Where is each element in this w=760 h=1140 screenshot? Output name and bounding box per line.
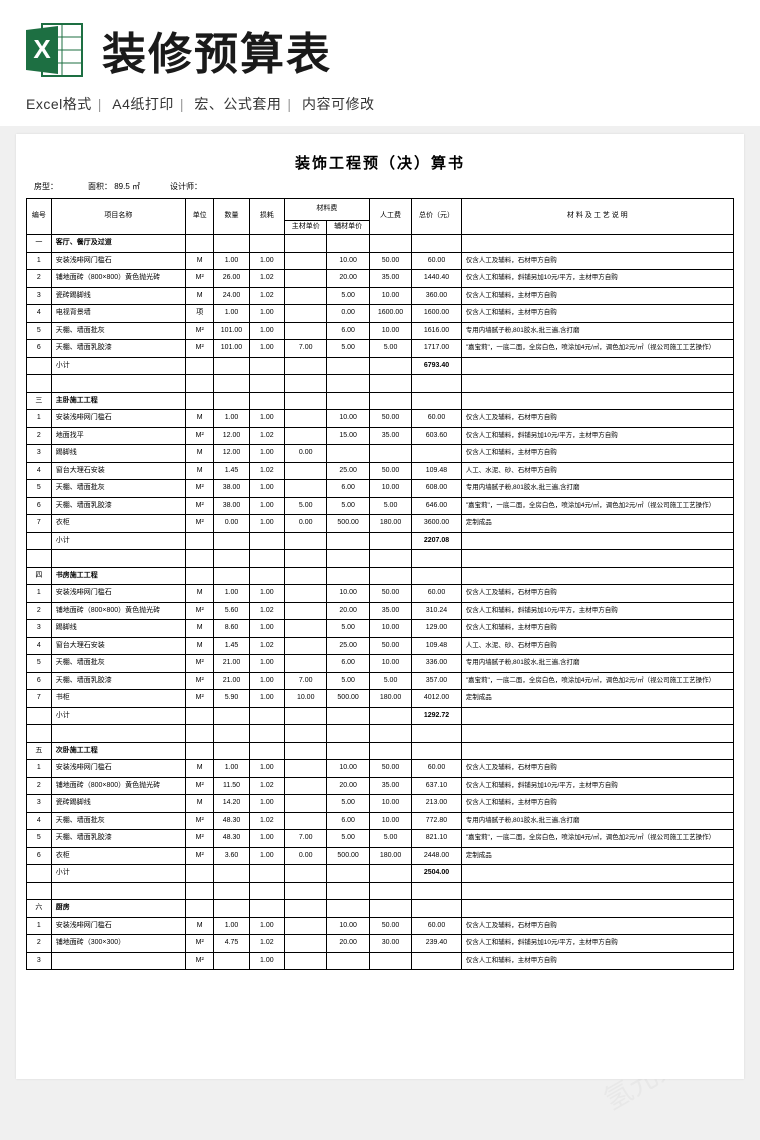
table-row: 4窗台大理石安装M1.451.0225.0050.00109.48人工、水泥、砂…	[27, 637, 734, 655]
table-row: 4电视背景墙项1.001.000.001600.001600.00仅含人工和辅料…	[27, 305, 734, 323]
table-row: 5天棚、墙面乳胶漆M²48.301.007.005.005.00821.10"嘉…	[27, 830, 734, 848]
budget-table: 编号 项目名称 单位 数量 损耗 材料费 人工费 总价（元） 材 料 及 工 艺…	[26, 198, 734, 970]
table-row: 2铺地面砖（300×300）M²4.751.0220.0030.00239.40…	[27, 935, 734, 953]
table-row: 6衣柜M²3.601.000.00500.00180.002448.00定制成品	[27, 847, 734, 865]
table-row: 5天棚、墙面批灰M²21.001.006.0010.00336.00专用内墙腻子…	[27, 655, 734, 673]
table-row: 4天棚、墙面批灰M²48.301.026.0010.00772.80专用内墙腻子…	[27, 812, 734, 830]
table-row: 1安装浅啡网门槛石M1.001.0010.0050.0060.00仅含人工及辅料…	[27, 585, 734, 603]
main-title: 装修预算表	[102, 18, 332, 82]
doc-meta: 房型： 面积： 89.5 ㎡ 设计师：	[34, 181, 734, 192]
table-row: 4窗台大理石安装M1.451.0225.0050.00109.48人工、水泥、砂…	[27, 462, 734, 480]
table-row: 2铺地面砖（800×800）黄色抛光砖M²5.601.0220.0035.003…	[27, 602, 734, 620]
table-row: 5天棚、墙面批灰M²101.001.006.0010.001616.00专用内墙…	[27, 322, 734, 340]
sub-line: Excel格式| A4纸打印| 宏、公式套用| 内容可修改	[22, 94, 738, 114]
table-row: 6天棚、墙面乳胶漆M²38.001.005.005.005.00646.00"嘉…	[27, 497, 734, 515]
table-row: 6天棚、墙面乳胶漆M²101.001.007.005.005.001717.00…	[27, 340, 734, 358]
table-row: 3踢脚线M12.001.000.00仅含人工和辅料，主材甲方自购	[27, 445, 734, 463]
table-row: 1安装浅啡网门槛石M1.001.0010.0050.0060.00仅含人工及辅料…	[27, 760, 734, 778]
table-row: 2铺地面砖（800×800）黄色抛光砖M²26.001.0220.0035.00…	[27, 270, 734, 288]
table-row: 3瓷砖踢脚线M14.201.005.0010.00213.00仅含人工和辅料，主…	[27, 795, 734, 813]
table-row: 7衣柜M²0.001.000.00500.00180.003600.00定制成品	[27, 515, 734, 533]
table-row: 5天棚、墙面批灰M²38.001.006.0010.00608.00专用内墙腻子…	[27, 480, 734, 498]
table-row: 1安装浅啡网门槛石M1.001.0010.0050.0060.00仅含人工及辅料…	[27, 917, 734, 935]
table-row: 6天棚、墙面乳胶漆M²21.001.007.005.005.00357.00"嘉…	[27, 672, 734, 690]
table-row: 1安装浅啡网门槛石M1.001.0010.0050.0060.00仅含人工及辅料…	[27, 410, 734, 428]
svg-text:X: X	[33, 34, 51, 64]
table-row: 3踢脚线M8.601.005.0010.00129.00仅含人工和辅料，主材甲方…	[27, 620, 734, 638]
doc-title: 装饰工程预（决）算书	[26, 152, 734, 173]
table-row: 2铺地面砖（800×800）黄色抛光砖M²11.501.0220.0035.00…	[27, 777, 734, 795]
document-preview: 装饰工程预（决）算书 房型： 面积： 89.5 ㎡ 设计师： 编号 项目名称 单…	[16, 134, 744, 1079]
table-row: 7书柜M²5.901.0010.00500.00180.004012.00定制成…	[27, 690, 734, 708]
table-row: 3瓷砖踢脚线M24.001.025.0010.00360.00仅含人工和辅料，主…	[27, 287, 734, 305]
template-header: X 装修预算表 Excel格式| A4纸打印| 宏、公式套用| 内容可修改	[0, 0, 760, 126]
table-row: 3M²1.00仅含人工和辅料，主材甲方自购	[27, 952, 734, 970]
table-row: 1安装浅啡网门槛石M1.001.0010.0050.0060.00仅含人工及辅料…	[27, 252, 734, 270]
table-row: 2地面找平M²12.001.0215.0035.00603.60仅含人工和辅料，…	[27, 427, 734, 445]
excel-icon: X	[22, 18, 86, 82]
